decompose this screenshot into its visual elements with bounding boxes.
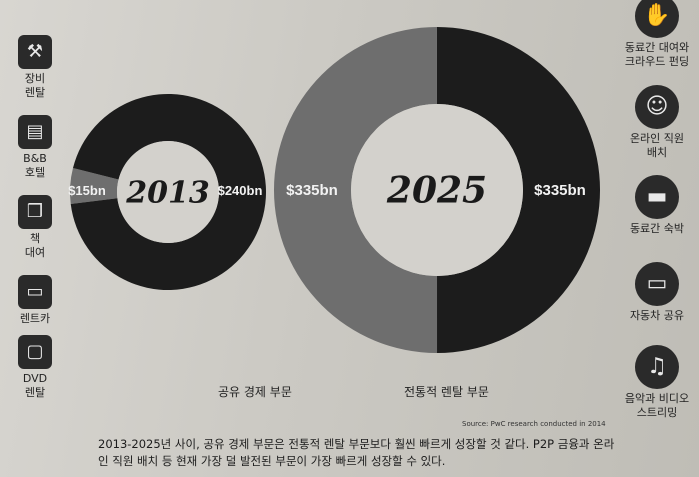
- right-icon-item-4: ♫ 음악과 비디오 스트리밍: [615, 345, 699, 420]
- left-icon-label: 렌트카: [19, 312, 51, 325]
- book-icon: ❒: [18, 195, 52, 229]
- monitor-icon: ▢: [18, 335, 52, 369]
- handshake-icon: ✋: [635, 0, 679, 38]
- right-icon-label: 동료간 숙박: [629, 222, 685, 235]
- legend-traditional-label: 전통적 렌탈 부문: [404, 385, 489, 399]
- bed-icon: ▬: [635, 175, 679, 219]
- car-icon: ▭: [635, 262, 679, 306]
- left-icon-label: B&B 호텔: [23, 152, 47, 179]
- right-icon-item-3: ▭ 자동차 공유: [615, 262, 699, 323]
- right-icon-item-1: ☺ 온라인 직원 배치: [615, 85, 699, 160]
- donut-value-label: $335bn: [286, 182, 338, 199]
- caption-text: 2013-2025년 사이, 공유 경제 부문은 전통적 렌탈 부문보다 훨씬 …: [98, 437, 615, 468]
- donut-2025-slice-1: [437, 27, 601, 353]
- donut-2025-slice-0: [273, 27, 437, 354]
- right-icon-label: 온라인 직원 배치: [629, 132, 685, 159]
- bed-icon: ▤: [18, 115, 52, 149]
- right-icon-item-2: ▬ 동료간 숙박: [615, 175, 699, 236]
- donut-2013-hole: [117, 141, 219, 243]
- left-icon-item-3: ▭ 렌트카: [0, 275, 70, 326]
- donut-center-label: 2013: [125, 176, 210, 211]
- left-icon-label: DVD 렌탈: [22, 372, 48, 399]
- right-icon-item-0: ✋ 동료간 대여와 크라우드 펀딩: [615, 0, 699, 69]
- donut-value-label: $240bn: [218, 183, 263, 198]
- left-icon-item-0: ⚒ 장비 렌탈: [0, 35, 70, 100]
- right-icon-label: 자동차 공유: [629, 309, 685, 322]
- donut-2013-slice-0: [69, 168, 119, 204]
- donut-2025-hole: [351, 104, 523, 276]
- left-icon-label: 책 대여: [24, 232, 46, 259]
- donut-2013-slice-1: [70, 93, 266, 291]
- people-icon: ☺: [635, 85, 679, 129]
- left-icon-item-2: ❒ 책 대여: [0, 195, 70, 260]
- donut-value-label: $15bn: [68, 183, 106, 198]
- right-icon-label: 음악과 비디오 스트리밍: [624, 392, 690, 419]
- equipment-icon: ⚒: [18, 35, 52, 69]
- car-icon: ▭: [18, 275, 52, 309]
- source-note: Source: PwC research conducted in 2014: [462, 420, 606, 428]
- legend-sharing-label: 공유 경제 부문: [218, 385, 292, 399]
- music-note-icon: ♫: [635, 345, 679, 389]
- right-icon-label: 동료간 대여와 크라우드 펀딩: [624, 41, 690, 68]
- donut-center-label: 2025: [386, 170, 487, 212]
- donut-value-label: $335bn: [534, 182, 586, 199]
- left-icon-item-4: ▢ DVD 렌탈: [0, 335, 70, 400]
- left-icon-item-1: ▤ B&B 호텔: [0, 115, 70, 180]
- left-icon-label: 장비 렌탈: [24, 72, 46, 99]
